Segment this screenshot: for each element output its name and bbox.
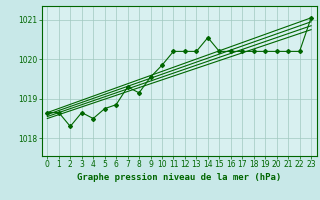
X-axis label: Graphe pression niveau de la mer (hPa): Graphe pression niveau de la mer (hPa) <box>77 173 281 182</box>
